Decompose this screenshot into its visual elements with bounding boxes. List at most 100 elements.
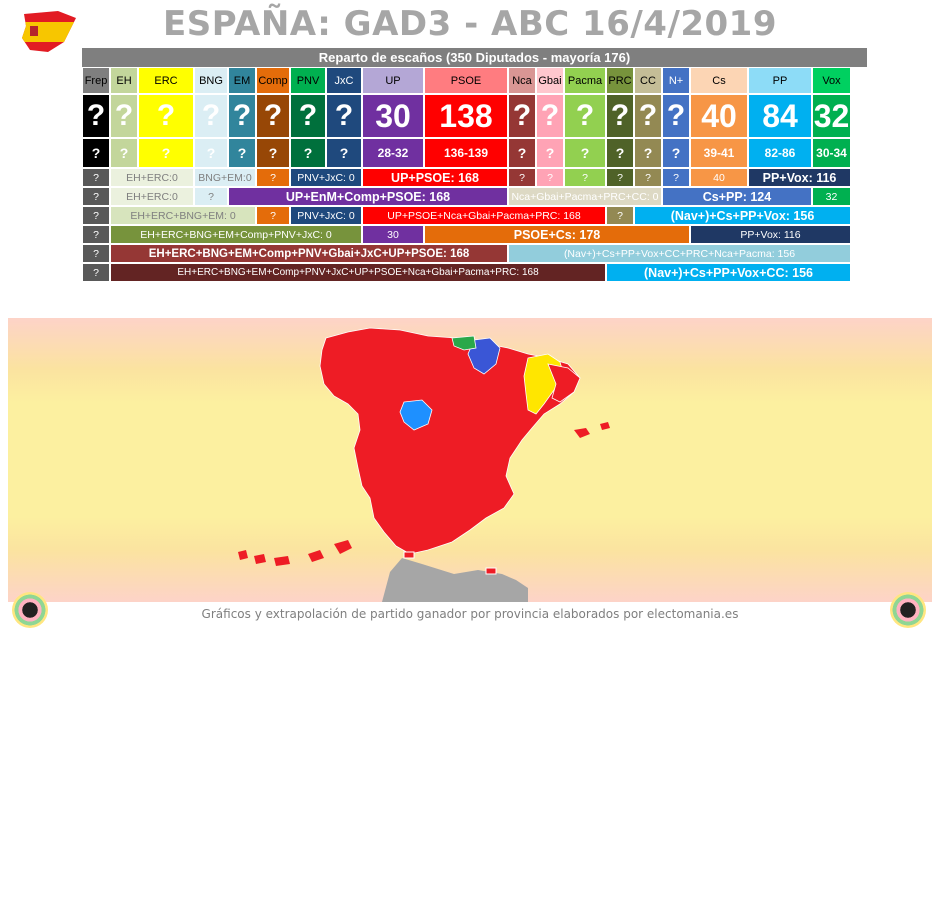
- pact-cell: ?: [82, 168, 110, 187]
- map-area: electomania.es: [8, 318, 932, 912]
- pact-cell: ?: [82, 263, 110, 282]
- party-header-nca: Nca: [508, 67, 536, 94]
- melilla-marker: [485, 567, 497, 575]
- pact-cell: ?: [536, 168, 564, 187]
- party-range-up: 28-32: [362, 138, 424, 168]
- pact-cell: EH+ERC+BNG+EM+Comp+PNV+JxC+UP+PSOE+Nca+G…: [110, 263, 606, 282]
- party-range-prc: ?: [606, 138, 634, 168]
- spain-flag-icon: [22, 11, 76, 52]
- pact-cell: Cs+PP: 124: [662, 187, 812, 206]
- watermark: electomania.es: [528, 861, 864, 912]
- party-header-vox: Vox: [812, 67, 851, 94]
- party-range-eh: ?: [110, 138, 138, 168]
- pact-cell: ?: [256, 206, 290, 225]
- barcelona-psoe-region: [547, 363, 581, 403]
- party-header-pp: PP: [748, 67, 812, 94]
- pact-cell: PP+Vox: 116: [690, 225, 851, 244]
- electomania-logo-right: [890, 592, 926, 628]
- party-header-up: UP: [362, 67, 424, 94]
- pact-cell: (Nav+)+Cs+PP+Vox: 156: [634, 206, 851, 225]
- pact-cell: 30: [362, 225, 424, 244]
- party-seats-comp: ?: [256, 94, 290, 138]
- party-range-frep: ?: [82, 138, 110, 168]
- pact-cell: PSOE+Cs: 178: [424, 225, 690, 244]
- party-header-psoe: PSOE: [424, 67, 508, 94]
- party-seats-frep: ?: [82, 94, 110, 138]
- ceuta-marker: [403, 551, 415, 559]
- pact-cell: PNV+JxC: 0: [290, 206, 362, 225]
- party-header-jxc: JxC: [326, 67, 362, 94]
- party-header-prc: PRC: [606, 67, 634, 94]
- page-title: ESPAÑA: GAD3 - ABC 16/4/2019: [163, 4, 777, 44]
- pact-cell: (Nav+)+Cs+PP+Vox+CC: 156: [606, 263, 851, 282]
- party-header-pnv: PNV: [290, 67, 326, 94]
- party-seats-pnv: ?: [290, 94, 326, 138]
- pact-cell: UP+PSOE: 168: [362, 168, 508, 187]
- pact-cell: PNV+JxC: 0: [290, 168, 362, 187]
- pact-cell: ?: [662, 168, 690, 187]
- pact-cell: ?: [82, 206, 110, 225]
- pact-cell: EH+ERC+BNG+EM: 0: [110, 206, 256, 225]
- party-seats-eh: ?: [110, 94, 138, 138]
- party-seats-up: 30: [362, 94, 424, 138]
- spain-map: [238, 327, 610, 602]
- basque-pnv-region: [451, 335, 477, 351]
- party-seats-pp: 84: [748, 94, 812, 138]
- pact-cell: UP+EnM+Comp+PSOE: 168: [228, 187, 508, 206]
- party-seats-gbai: ?: [536, 94, 564, 138]
- pact-cell: UP+PSOE+Nca+Gbai+Pacma+PRC: 168: [362, 206, 606, 225]
- party-seats-jxc: ?: [326, 94, 362, 138]
- pact-cell: 40: [690, 168, 748, 187]
- party-header-bng: BNG: [194, 67, 228, 94]
- pact-cell: ?: [194, 187, 228, 206]
- party-range-pnv: ?: [290, 138, 326, 168]
- party-header-erc: ERC: [138, 67, 194, 94]
- footer-credit: Gráficos y extrapolación de partido gana…: [201, 607, 739, 621]
- party-range-erc: ?: [138, 138, 194, 168]
- pact-cell: ?: [606, 168, 634, 187]
- pact-cell: ?: [606, 206, 634, 225]
- party-seats-nca: ?: [508, 94, 536, 138]
- party-seats-prc: ?: [606, 94, 634, 138]
- madrid-pp-region: [399, 399, 433, 431]
- party-seats-em: ?: [228, 94, 256, 138]
- party-range-pacma: ?: [564, 138, 606, 168]
- party-seats-nplus: ?: [662, 94, 690, 138]
- party-range-comp: ?: [256, 138, 290, 168]
- pact-cell: ?: [82, 225, 110, 244]
- party-seats-cc: ?: [634, 94, 662, 138]
- pact-cell: EH+ERC+BNG+EM+Comp+PNV+JxC: 0: [110, 225, 362, 244]
- party-seats-vox: 32: [812, 94, 851, 138]
- pact-cell: (Nav+)+Cs+PP+Vox+CC+PRC+Nca+Pacma: 156: [508, 244, 851, 263]
- canary-islands: [238, 550, 248, 560]
- party-range-nplus: ?: [662, 138, 690, 168]
- pact-cell: ?: [508, 168, 536, 187]
- pact-cell: EH+ERC+BNG+EM+Comp+PNV+Gbai+JxC+UP+PSOE:…: [110, 244, 508, 263]
- africa-coast: [382, 558, 528, 602]
- pact-cell: ?: [564, 168, 606, 187]
- party-range-nca: ?: [508, 138, 536, 168]
- party-range-cc: ?: [634, 138, 662, 168]
- party-header-comp: Comp: [256, 67, 290, 94]
- pact-cell: ?: [82, 244, 110, 263]
- pact-cell: ?: [82, 187, 110, 206]
- party-header-gbai: Gbai: [536, 67, 564, 94]
- party-range-gbai: ?: [536, 138, 564, 168]
- pact-cell: Nca+Gbai+Pacma+PRC+CC: 0: [508, 187, 662, 206]
- party-seats-psoe: 138: [424, 94, 508, 138]
- pact-cell: PP+Vox: 116: [748, 168, 851, 187]
- party-header-cc: CC: [634, 67, 662, 94]
- party-seats-pacma: ?: [564, 94, 606, 138]
- party-header-cs: Cs: [690, 67, 748, 94]
- pact-cell: EH+ERC:0: [110, 187, 194, 206]
- pact-cell: BNG+EM:0: [194, 168, 256, 187]
- party-seats-erc: ?: [138, 94, 194, 138]
- party-header-em: EM: [228, 67, 256, 94]
- party-range-vox: 30-34: [812, 138, 851, 168]
- party-seats-cs: 40: [690, 94, 748, 138]
- pact-cell: EH+ERC:0: [110, 168, 194, 187]
- party-header-eh: EH: [110, 67, 138, 94]
- party-range-psoe: 136-139: [424, 138, 508, 168]
- party-range-cs: 39-41: [690, 138, 748, 168]
- party-header-nplus: N+: [662, 67, 690, 94]
